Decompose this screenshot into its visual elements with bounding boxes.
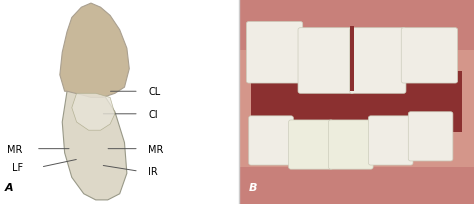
Text: IR: IR [148,166,158,176]
Polygon shape [62,92,127,200]
FancyBboxPatch shape [408,112,453,161]
Bar [239,167,474,204]
FancyBboxPatch shape [350,29,406,94]
Text: CL: CL [148,87,161,97]
FancyBboxPatch shape [246,22,303,84]
Text: MR: MR [148,144,164,154]
Polygon shape [72,94,115,131]
FancyBboxPatch shape [328,120,373,169]
Bar [350,27,355,92]
FancyBboxPatch shape [368,116,413,165]
Bar [251,71,462,133]
Text: B: B [249,182,257,192]
FancyBboxPatch shape [249,116,293,165]
FancyBboxPatch shape [289,120,333,169]
FancyBboxPatch shape [401,29,457,84]
Text: LF: LF [12,162,23,172]
Polygon shape [60,4,129,98]
FancyBboxPatch shape [298,29,355,94]
Ellipse shape [263,30,450,60]
Text: CI: CI [148,109,158,119]
Bar [239,0,474,51]
Text: MR: MR [7,144,23,154]
Text: A: A [5,182,13,192]
